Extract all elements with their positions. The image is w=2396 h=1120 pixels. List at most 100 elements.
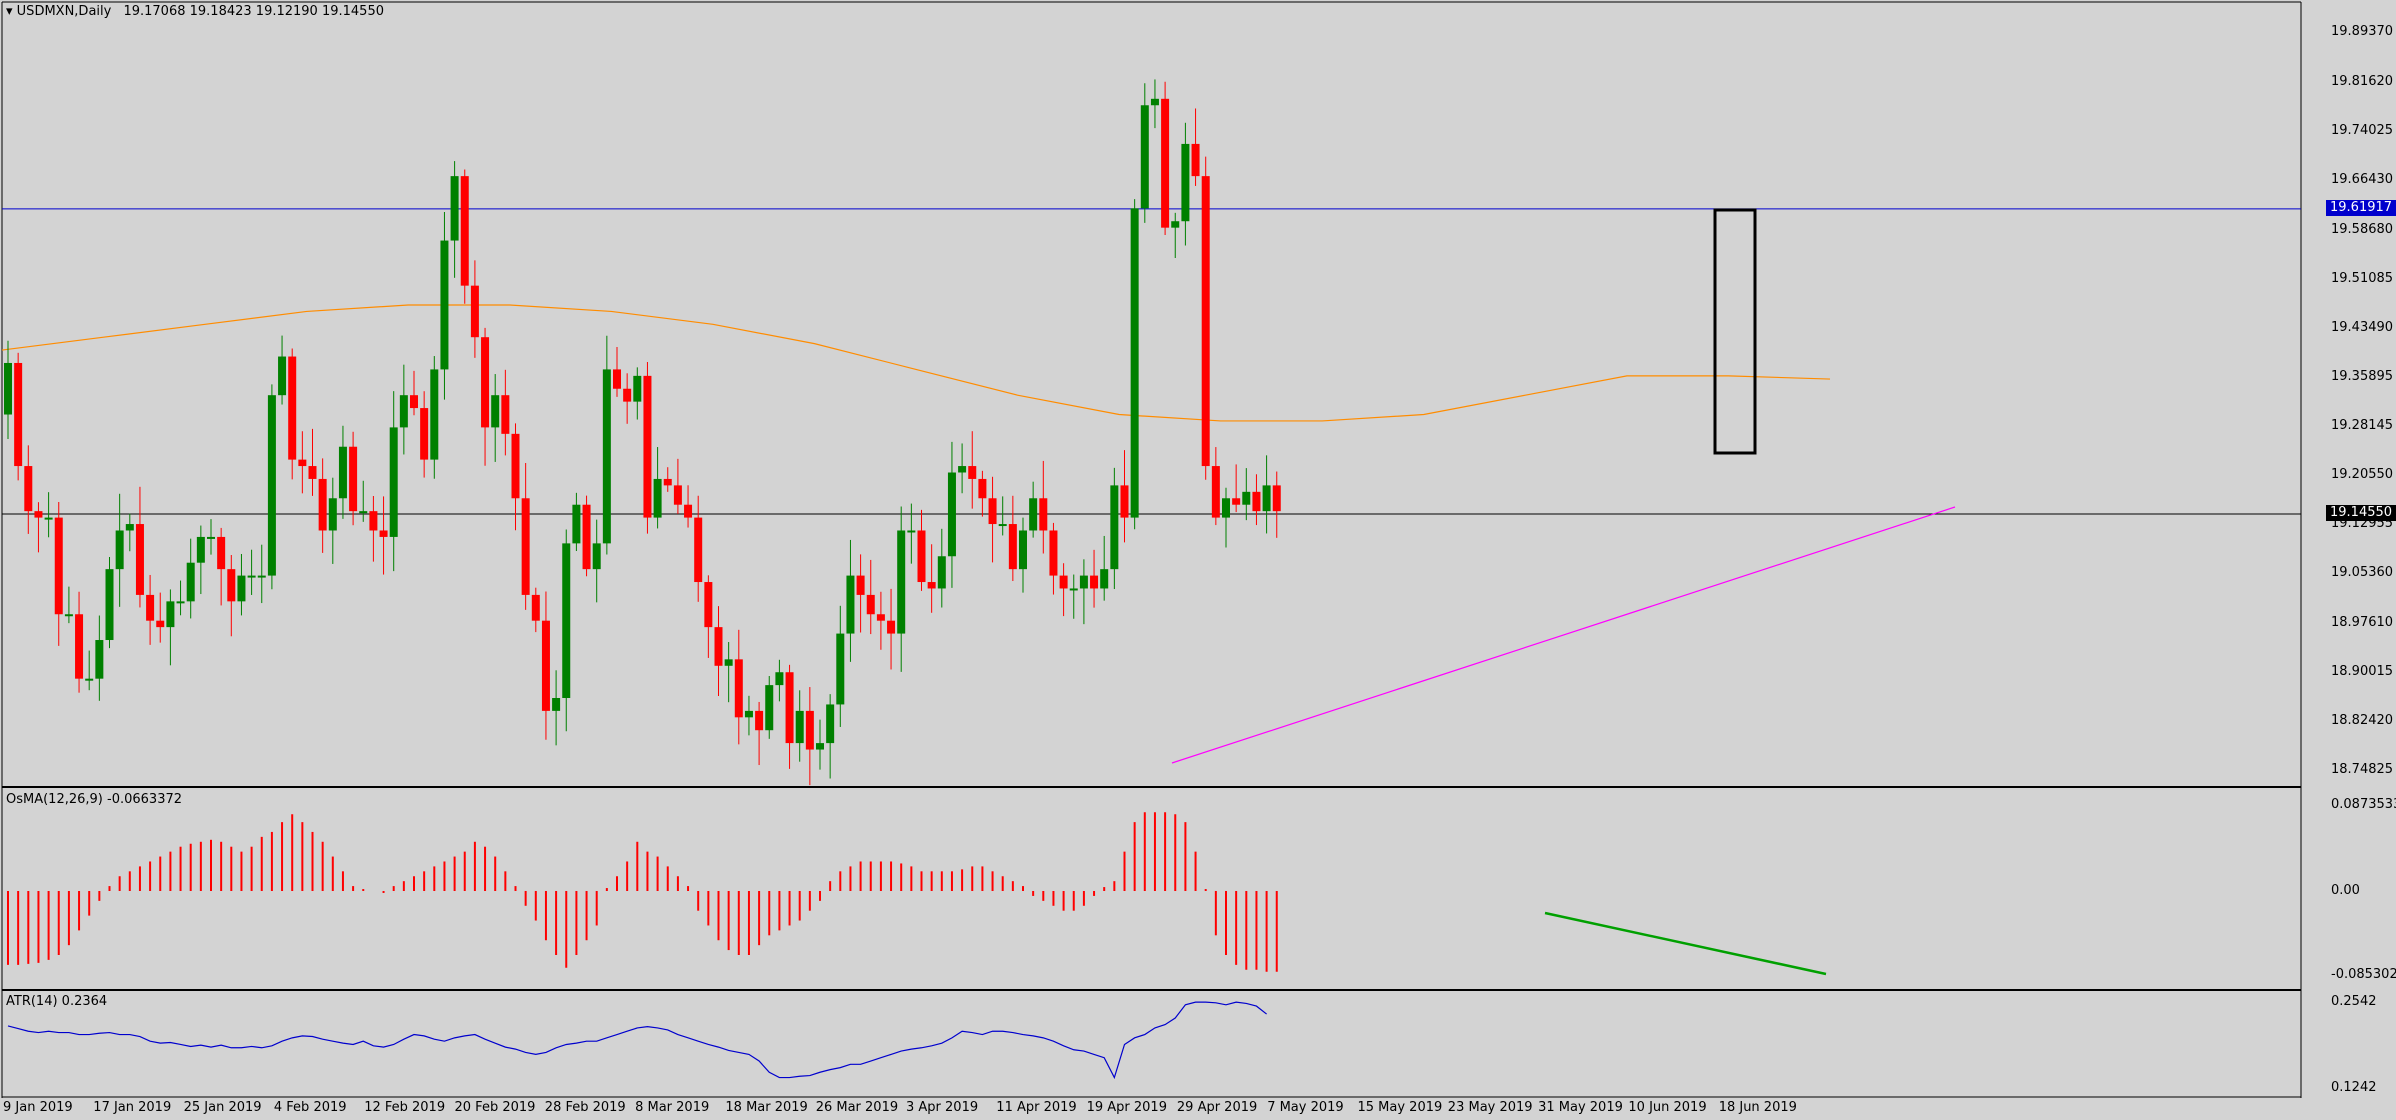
candle	[684, 485, 693, 528]
price-axis-tick: 18.82420	[2331, 713, 2394, 729]
price-axis-tick: 19.66430	[2331, 171, 2394, 187]
candle	[207, 519, 215, 555]
atr-axis-tick: 0.1242	[2331, 1080, 2377, 1095]
candle	[795, 690, 804, 762]
candle	[613, 347, 621, 397]
candle	[602, 335, 611, 555]
candle	[1161, 81, 1170, 235]
moving-average-line	[1, 304, 1831, 422]
candle	[24, 445, 33, 534]
price-axis-tick: 19.81620	[2331, 73, 2394, 89]
candle	[1232, 464, 1241, 513]
candle	[704, 575, 713, 658]
candle	[582, 495, 591, 577]
trendline[interactable]	[1171, 506, 1956, 764]
candle	[887, 588, 896, 670]
date-axis-tick: 10 Jun 2019	[1628, 1100, 1707, 1115]
candle	[511, 423, 520, 531]
chart-header: ▾ USDMXN,Daily 19.17068 19.18423 19.1219…	[6, 4, 384, 19]
candle	[673, 458, 682, 514]
date-axis-tick: 25 Jan 2019	[183, 1100, 262, 1115]
candle	[85, 650, 94, 691]
candle	[186, 538, 195, 619]
price-axis-tick: 19.43490	[2331, 319, 2394, 335]
candle	[998, 496, 1007, 536]
candle	[1059, 563, 1068, 617]
date-axis-tick: 18 Jun 2019	[1718, 1100, 1797, 1115]
candle	[420, 391, 429, 478]
candle	[1262, 455, 1271, 534]
selection-rectangle[interactable]	[1713, 208, 1757, 455]
candle	[1090, 549, 1099, 608]
candle	[338, 425, 347, 519]
candle	[75, 591, 84, 693]
candle	[247, 549, 256, 595]
candle	[785, 664, 794, 769]
candle	[125, 513, 134, 552]
date-axis-tick: 3 Apr 2019	[906, 1100, 979, 1115]
candle	[552, 670, 561, 746]
candle	[1019, 517, 1027, 593]
candle	[1130, 199, 1139, 530]
candle	[643, 361, 652, 534]
date-axis-tick: 4 Feb 2019	[273, 1100, 347, 1115]
candle	[14, 352, 23, 481]
symbol-dropdown-icon[interactable]: ▾	[6, 4, 13, 19]
candle	[440, 212, 449, 400]
candle	[1008, 495, 1017, 582]
price-axis-tick: 19.74025	[2331, 122, 2394, 138]
candle	[937, 528, 946, 608]
candle	[744, 695, 753, 736]
osma-label: OsMA(12,26,9) -0.0663372	[6, 792, 183, 807]
candle	[724, 642, 733, 703]
date-axis-tick: 23 May 2019	[1447, 1100, 1533, 1115]
candle	[866, 559, 875, 635]
price-axis-tick: 19.20550	[2331, 467, 2394, 483]
candle	[34, 502, 43, 553]
price-axis-tick: 19.05360	[2331, 565, 2394, 581]
candle	[714, 606, 723, 697]
candle	[298, 431, 307, 494]
candle	[1029, 481, 1038, 538]
candle	[217, 527, 226, 606]
candle	[663, 467, 672, 492]
osma-axis-tick: 0.00	[2331, 883, 2360, 898]
candle	[1252, 474, 1261, 526]
price-axis-tick: 18.90015	[2331, 664, 2394, 680]
candle	[105, 557, 114, 649]
candle	[115, 493, 124, 607]
candle	[470, 260, 479, 358]
candle	[1049, 522, 1058, 595]
date-axis-tick: 17 Jan 2019	[93, 1100, 172, 1115]
candle	[1171, 212, 1180, 259]
candle	[379, 496, 388, 575]
candle	[765, 676, 774, 739]
candle	[968, 431, 977, 509]
osma-axis-tick: 0.0873533	[2331, 797, 2396, 812]
price-axis-tick: 19.89370	[2331, 24, 2394, 39]
candle	[328, 477, 337, 564]
candle	[633, 367, 642, 420]
candle	[1069, 574, 1078, 619]
date-axis-tick: 19 Apr 2019	[1086, 1100, 1167, 1115]
candle	[653, 447, 662, 529]
candle	[501, 369, 510, 456]
candle	[1150, 79, 1159, 129]
candle	[907, 503, 916, 564]
candle	[288, 348, 297, 480]
candle	[856, 554, 865, 633]
candle	[389, 391, 398, 572]
candle	[1201, 156, 1210, 480]
candle	[460, 169, 469, 304]
candle	[491, 374, 500, 462]
divergence-line[interactable]	[1544, 911, 1827, 976]
candle	[176, 580, 185, 616]
candle	[876, 591, 885, 650]
candle	[54, 501, 63, 646]
candle	[237, 553, 246, 616]
candle	[897, 506, 906, 672]
candle	[95, 615, 104, 701]
price-axis-tick: 19.51085	[2331, 270, 2394, 286]
candle	[359, 480, 368, 522]
